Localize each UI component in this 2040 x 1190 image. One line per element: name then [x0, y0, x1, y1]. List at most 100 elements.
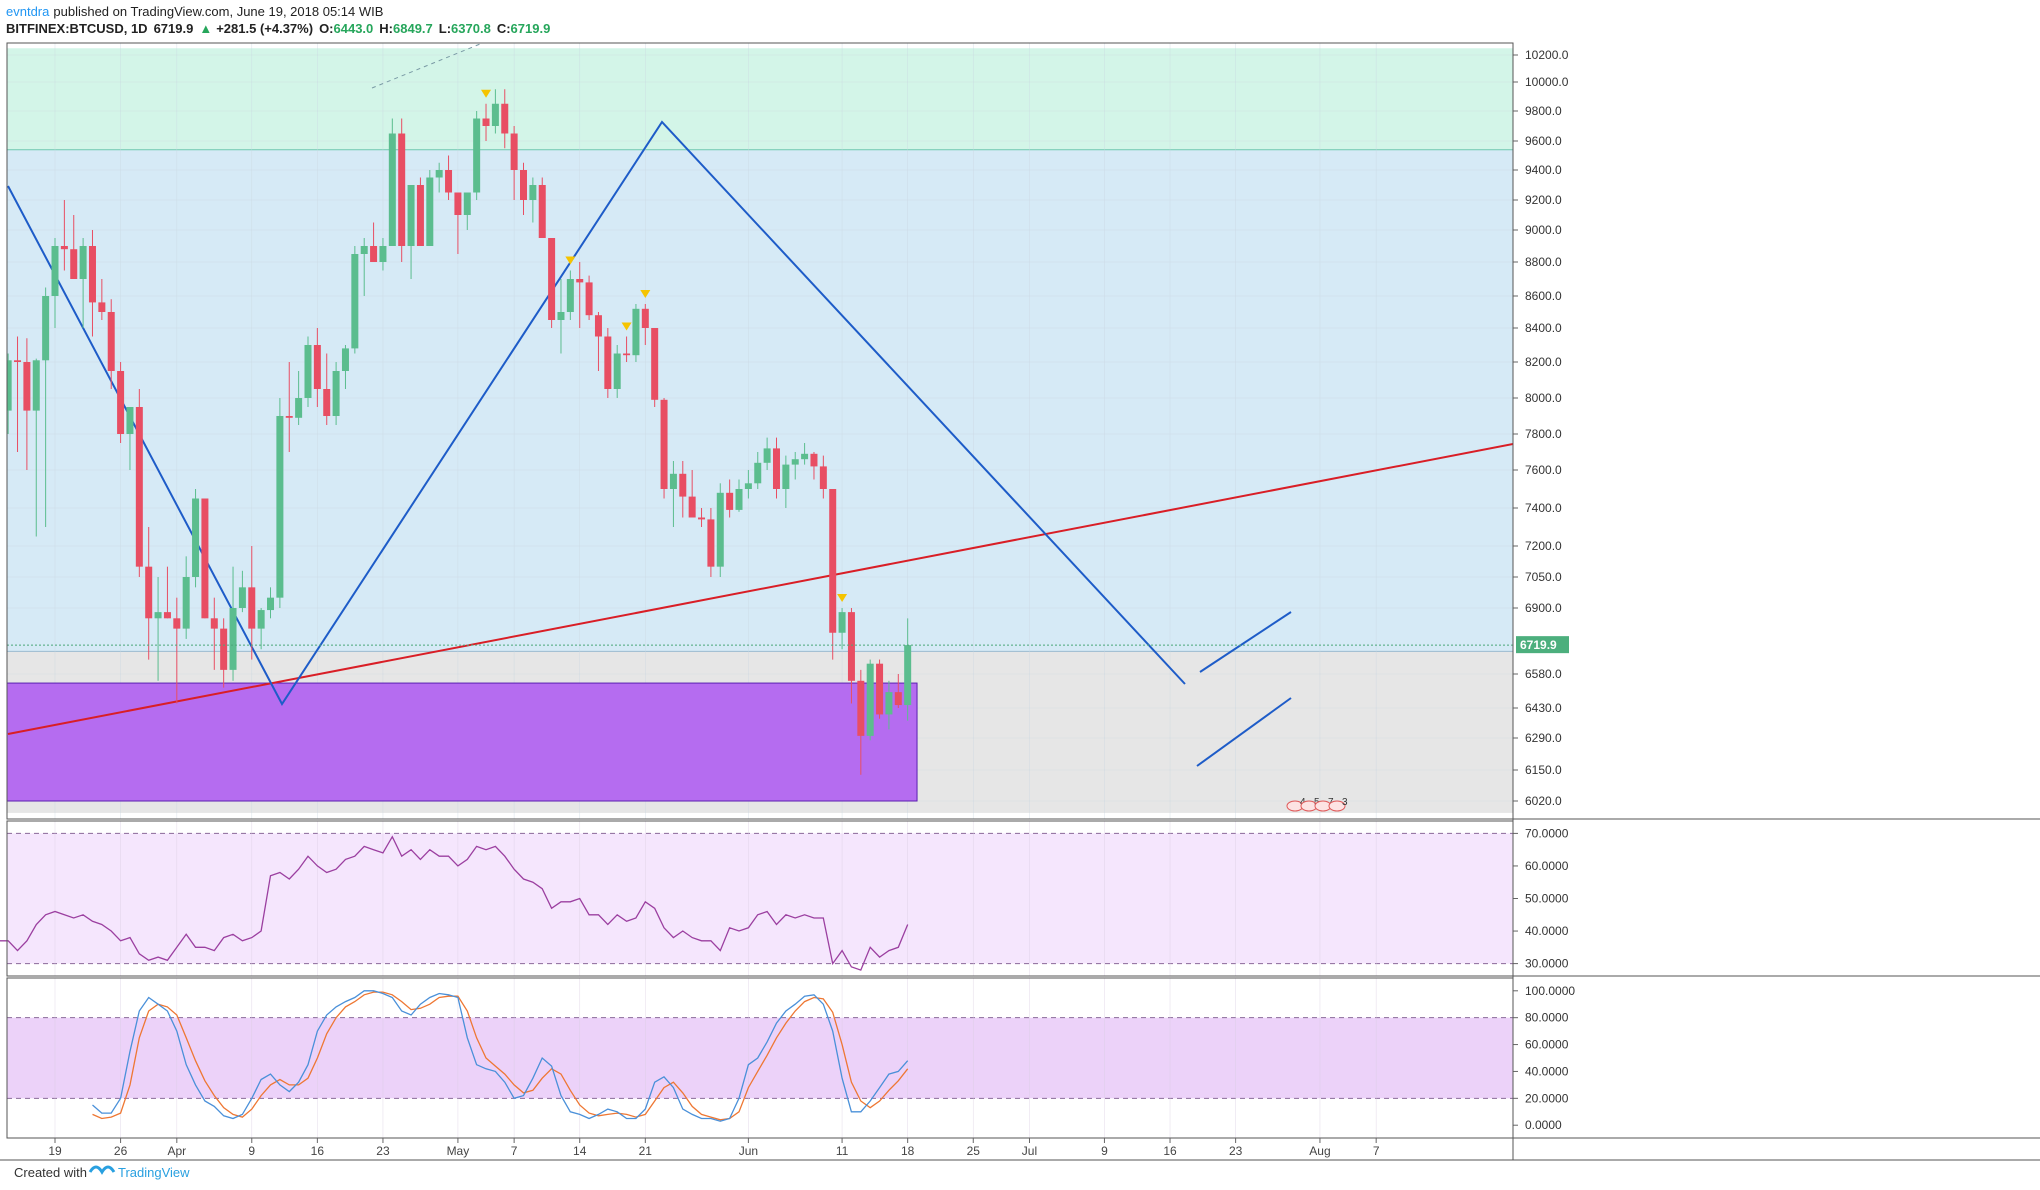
stoch-pane[interactable]: [6, 977, 2040, 1139]
candle[interactable]: [370, 222, 378, 263]
candle[interactable]: [416, 177, 424, 247]
candle[interactable]: [557, 279, 565, 354]
candle[interactable]: [173, 597, 181, 704]
candle[interactable]: [613, 345, 621, 398]
candle[interactable]: [126, 407, 134, 470]
candle[interactable]: [163, 566, 171, 619]
candle[interactable]: [304, 336, 312, 408]
candle[interactable]: [801, 443, 809, 465]
candle[interactable]: [60, 200, 68, 271]
candle[interactable]: [379, 238, 387, 271]
candle[interactable]: [0, 325, 2, 416]
candle[interactable]: [819, 455, 827, 499]
candle[interactable]: [32, 358, 40, 537]
candle[interactable]: [5, 353, 12, 435]
candle[interactable]: [641, 304, 649, 345]
candle[interactable]: [220, 618, 228, 688]
candle[interactable]: [585, 275, 593, 320]
candle[interactable]: [257, 608, 265, 650]
candle[interactable]: [894, 674, 902, 708]
candle[interactable]: [604, 328, 612, 398]
candle[interactable]: [510, 126, 518, 200]
candle[interactable]: [14, 336, 22, 453]
candle[interactable]: [398, 118, 406, 263]
candle[interactable]: [332, 362, 340, 425]
candle[interactable]: [98, 279, 106, 320]
candle[interactable]: [754, 452, 762, 489]
candle[interactable]: [435, 162, 443, 193]
candle[interactable]: [548, 238, 556, 328]
candle[interactable]: [285, 362, 293, 452]
candle[interactable]: [276, 398, 284, 608]
candle[interactable]: [679, 461, 687, 518]
candle[interactable]: [632, 304, 640, 362]
candle[interactable]: [42, 287, 50, 528]
tradingview-brand-link[interactable]: TradingView: [118, 1165, 190, 1180]
candle[interactable]: [688, 470, 696, 518]
candle[interactable]: [707, 508, 715, 577]
candle[interactable]: [88, 230, 96, 337]
candle[interactable]: [698, 508, 706, 527]
candle[interactable]: [520, 162, 527, 215]
candle[interactable]: [576, 262, 584, 328]
candle[interactable]: [501, 89, 509, 149]
candle[interactable]: [360, 238, 368, 296]
rsi-pane[interactable]: [0, 820, 2040, 977]
candle[interactable]: [323, 353, 331, 426]
candle[interactable]: [107, 299, 115, 389]
candle[interactable]: [904, 618, 912, 721]
channel-lower-line[interactable]: [1196, 697, 1292, 767]
candle[interactable]: [651, 328, 659, 407]
candle[interactable]: [716, 483, 724, 577]
candle[interactable]: [154, 577, 162, 681]
author-link[interactable]: evntdra: [6, 4, 50, 19]
candle[interactable]: [229, 566, 237, 681]
channel-upper-line[interactable]: [1199, 611, 1292, 673]
candle[interactable]: [201, 498, 209, 619]
candle[interactable]: [763, 437, 771, 470]
candle[interactable]: [313, 328, 321, 407]
candle[interactable]: [847, 608, 855, 704]
candle[interactable]: [538, 177, 546, 239]
candle[interactable]: [145, 527, 153, 660]
candle[interactable]: [351, 246, 359, 354]
candle[interactable]: [463, 192, 471, 231]
candle[interactable]: [791, 452, 799, 480]
candle[interactable]: [857, 669, 865, 775]
candle[interactable]: [810, 452, 818, 480]
candle[interactable]: [426, 170, 434, 246]
candle[interactable]: [660, 398, 668, 499]
candle[interactable]: [529, 177, 537, 223]
candle[interactable]: [407, 185, 415, 279]
candle[interactable]: [135, 389, 143, 577]
candle[interactable]: [735, 479, 743, 512]
candle[interactable]: [744, 470, 752, 499]
candle[interactable]: [295, 371, 303, 425]
price-pane[interactable]: 4573: [0, 42, 2040, 820]
candle[interactable]: [23, 338, 31, 470]
candle[interactable]: [594, 312, 602, 371]
candle[interactable]: [782, 455, 790, 508]
candle[interactable]: [482, 103, 490, 141]
candle[interactable]: [473, 111, 481, 200]
candle[interactable]: [388, 118, 396, 247]
zigzag-trendline[interactable]: [7, 120, 1186, 706]
candle[interactable]: [267, 587, 275, 619]
candle[interactable]: [491, 89, 499, 134]
candle[interactable]: [210, 597, 218, 670]
candle[interactable]: [79, 238, 87, 328]
candle[interactable]: [669, 461, 677, 527]
candle[interactable]: [341, 345, 349, 389]
candle[interactable]: [454, 192, 462, 255]
candle[interactable]: [445, 155, 453, 201]
candle[interactable]: [726, 479, 734, 518]
candle[interactable]: [623, 336, 631, 363]
candle[interactable]: [51, 238, 59, 328]
candle[interactable]: [885, 680, 893, 730]
candle[interactable]: [566, 270, 574, 321]
trendline-red[interactable]: [7, 443, 1513, 735]
candle[interactable]: [866, 659, 874, 741]
candle[interactable]: [192, 489, 200, 588]
candle[interactable]: [829, 489, 837, 660]
candle[interactable]: [70, 215, 78, 279]
